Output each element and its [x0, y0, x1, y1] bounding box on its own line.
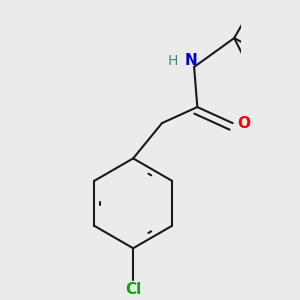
Text: Cl: Cl [125, 282, 141, 297]
Text: H: H [168, 53, 178, 68]
Text: O: O [237, 116, 250, 130]
Text: N: N [184, 53, 197, 68]
